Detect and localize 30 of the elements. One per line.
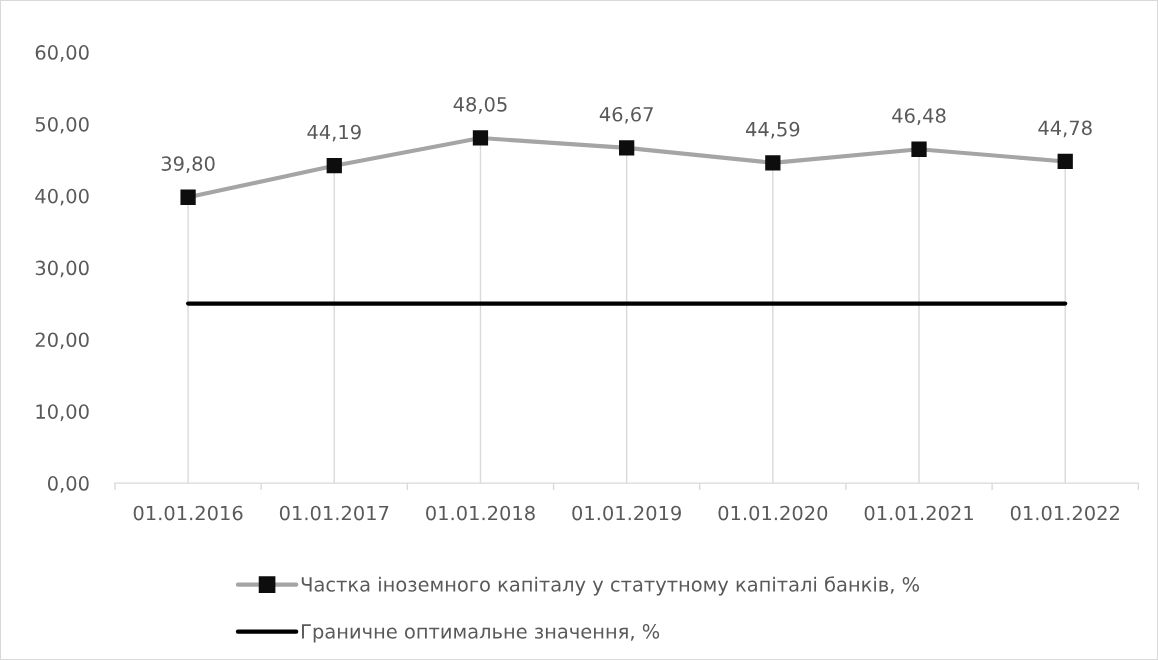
x-tick-label: 01.01.2016 [133,505,243,521]
y-tick-label: 20,00 [35,332,89,350]
x-tick-label: 01.01.2020 [718,505,828,521]
point [619,140,635,156]
data-label: 44,19 [307,124,361,142]
legend-label: Граничне оптимальне значення, % [302,624,660,643]
point [180,189,196,205]
point [326,158,342,174]
data-label: 44,59 [745,121,800,139]
point [472,130,489,146]
y-tick-label: 10,00 [36,404,89,421]
data-label: 46,48 [892,108,946,125]
y-tick-label: 0,00 [47,476,89,493]
y-tick-label: 40,00 [35,188,89,206]
x-tick-label: 01.01.2021 [864,505,973,521]
x-tick-label: 01.01.2017 [279,505,389,521]
y-tick-label: 60,00 [35,45,89,62]
y-tick-label: 50,00 [35,116,89,134]
data-label: 44,78 [1038,120,1092,138]
point [1057,153,1073,170]
data-label: 46,67 [599,106,653,124]
legend-label: Частка іноземного капіталу у статутному капіталі банків, % [301,576,920,596]
x-tick-label: 01.01.2022 [1010,505,1119,521]
data-label: 39,80 [161,156,215,173]
point [911,141,927,157]
y-tick-label: 30,00 [35,260,89,278]
point [765,155,781,171]
x-tick-label: 01.01.2019 [572,505,681,521]
x-tick-label: 01.01.2018 [426,505,535,521]
data-label: 48,05 [453,96,507,114]
